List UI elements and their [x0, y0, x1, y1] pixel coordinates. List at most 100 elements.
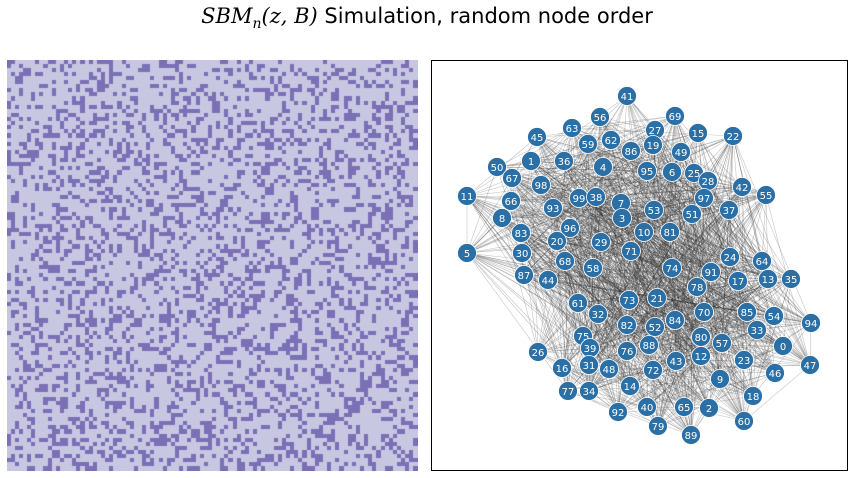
graph-edge	[587, 143, 745, 361]
graph-edge	[466, 115, 676, 254]
graph-node-label: 57	[716, 339, 729, 350]
graph-edge	[466, 252, 676, 321]
graph-node-label: 42	[736, 183, 749, 194]
graph-node-label: 22	[727, 132, 740, 143]
graph-edge	[577, 143, 589, 304]
graph-edge	[536, 136, 648, 172]
graph-node-circle	[590, 107, 610, 127]
graph-edge	[530, 160, 758, 331]
graph-node-label: 16	[556, 364, 569, 375]
graph-node-circle	[617, 315, 637, 335]
graph-edge	[588, 170, 648, 392]
graph-edge	[602, 166, 658, 299]
graph-edge	[523, 274, 692, 436]
graph-node-label: 81	[664, 228, 677, 239]
graph-node: 2	[699, 398, 719, 418]
graph-node-circle	[682, 204, 702, 224]
graph-edge	[561, 302, 579, 369]
graph-edge	[628, 209, 730, 301]
graph-edge	[567, 170, 648, 392]
graph-node-label: 73	[623, 296, 636, 307]
graph-node-label: 47	[804, 361, 817, 372]
graph-node: 5	[457, 243, 477, 263]
graph-edge	[737, 280, 754, 397]
graph-node-circle	[801, 313, 821, 333]
graph-edge	[671, 171, 676, 321]
graph-node-label: 11	[461, 192, 474, 203]
graph-edge	[466, 166, 498, 254]
graph-edge	[563, 150, 632, 162]
graph-edge	[652, 369, 692, 436]
graph-node-label: 37	[723, 206, 736, 217]
graph-node-label: 13	[762, 275, 775, 286]
graph-edge	[626, 135, 734, 352]
graph-edge	[520, 160, 532, 234]
graph-edge	[602, 166, 673, 269]
graph-node: 59	[578, 134, 598, 154]
graph-node-label: 45	[531, 133, 544, 144]
graph-node: 14	[620, 376, 640, 396]
graph-edge	[657, 319, 676, 427]
graph-edge	[697, 132, 758, 331]
graph-edge	[703, 197, 792, 280]
graph-edge	[537, 326, 656, 353]
graph-node-circle	[688, 123, 708, 143]
graph-node-label: 50	[491, 163, 504, 174]
graph-edge	[569, 227, 628, 326]
graph-edge	[466, 241, 602, 254]
graph-edge	[630, 150, 702, 357]
graph-edge	[648, 171, 673, 346]
graph-edge	[530, 160, 571, 229]
graph-edge	[501, 217, 702, 357]
graph-edge	[648, 344, 811, 366]
graph-edge	[536, 136, 623, 219]
graph-edge	[564, 260, 654, 371]
graph-node-label: 94	[805, 319, 818, 330]
graph-edge	[496, 166, 784, 347]
graph-edge	[564, 260, 599, 315]
graph-edge	[595, 196, 673, 269]
graph-edge	[569, 227, 710, 409]
graph-edge	[630, 250, 731, 258]
graph-node-label: 80	[695, 333, 708, 344]
graph-edge	[669, 231, 769, 280]
graph-edge	[510, 172, 695, 202]
graph-node: 69	[665, 106, 685, 126]
graph-edge	[646, 170, 705, 199]
graph-edge	[710, 186, 743, 273]
graph-node: 21	[647, 288, 667, 308]
graph-node-label: 36	[558, 157, 571, 168]
graph-edge	[608, 368, 710, 409]
graph-edge	[571, 127, 590, 366]
graph-edge	[700, 336, 754, 397]
graph-edge	[626, 135, 734, 326]
graph-edge	[643, 231, 685, 408]
graph-edge	[628, 299, 721, 380]
graph-edge	[646, 170, 693, 215]
graph-node-circle	[644, 200, 664, 220]
graph-edge	[710, 271, 812, 324]
graph-edge	[595, 196, 599, 315]
graph-node-label: 89	[685, 431, 698, 442]
graph-edge	[587, 143, 594, 269]
graph-node-circle	[547, 231, 567, 251]
graph-edge	[561, 267, 673, 369]
graph-edge	[602, 166, 731, 258]
graph-edge	[643, 231, 745, 422]
graph-node: 45	[527, 127, 547, 147]
graph-node-label: 92	[612, 408, 625, 419]
graph-node-circle	[643, 135, 663, 155]
graph-edge	[511, 127, 573, 179]
graph-edge	[595, 196, 671, 233]
graph-node: 71	[621, 241, 641, 261]
graph-edge	[630, 150, 671, 233]
graph-node: 35	[781, 269, 801, 289]
graph-edge	[552, 207, 645, 233]
graph-node: 48	[599, 359, 619, 379]
graph-node-circle	[639, 335, 659, 355]
graph-node-label: 98	[535, 181, 548, 192]
graph-node: 63	[562, 118, 582, 138]
graph-node: 19	[643, 135, 663, 155]
graph-node-label: 43	[670, 357, 683, 368]
graph-edge	[523, 180, 709, 276]
